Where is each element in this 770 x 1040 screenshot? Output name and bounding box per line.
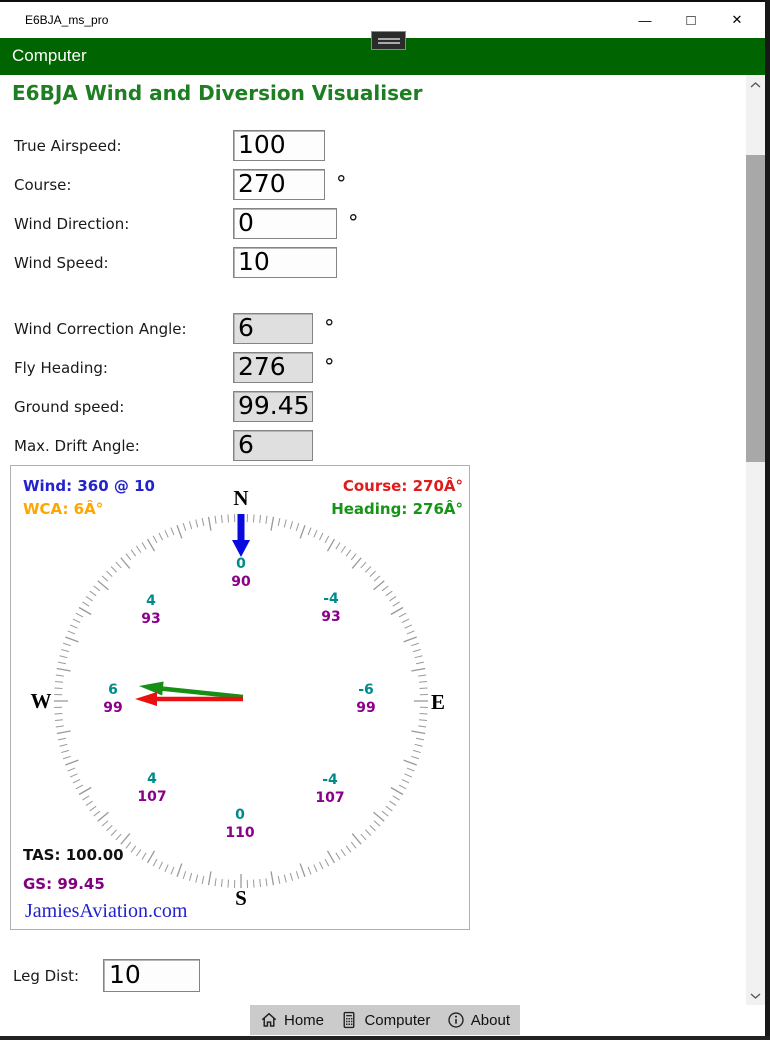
- vertical-scrollbar[interactable]: [746, 75, 765, 1005]
- cardinal-north: N: [233, 486, 249, 510]
- window-right-edge: [765, 0, 770, 1040]
- site-credit-link: JamiesAviation.com: [25, 900, 188, 922]
- calculator-icon: [344, 1011, 355, 1029]
- course-label: Course:: [14, 175, 72, 194]
- ground-speed-label: Ground speed:: [14, 397, 125, 416]
- compass-visualiser: Wind: 360 @ 10 WCA: 6Â° Course: 270Â° He…: [10, 465, 470, 930]
- course-input[interactable]: [233, 169, 325, 200]
- cardinal-east: E: [430, 690, 445, 714]
- cardinal-west: W: [30, 689, 52, 713]
- drag-handle-line: [378, 42, 400, 44]
- max-drift-angle-row: Max. Drift Angle:: [14, 430, 313, 461]
- course-row: Course: °: [14, 169, 347, 200]
- scrollbar-thumb[interactable]: [746, 155, 765, 462]
- drag-handle-line: [378, 38, 400, 40]
- drift-pair: 0 110: [225, 807, 255, 841]
- window-top-edge: [0, 0, 770, 2]
- fly-heading-row: Fly Heading: °: [14, 352, 335, 383]
- gs-readout: GS: 99.45: [23, 875, 105, 893]
- wind-correction-angle-label: Wind Correction Angle:: [14, 319, 187, 338]
- drift-pair: 4 107: [137, 771, 167, 805]
- fly-heading-output: [233, 352, 313, 383]
- about-button-label: About: [470, 1011, 510, 1029]
- ground-speed-output: [233, 391, 313, 422]
- true-airspeed-label: True Airspeed:: [14, 136, 122, 155]
- wind-readout: Wind: 360 @ 10: [23, 477, 155, 495]
- degree-symbol: °: [336, 172, 347, 196]
- true-airspeed-row: True Airspeed:: [14, 130, 325, 161]
- wind-speed-row: Wind Speed:: [14, 247, 337, 278]
- bottom-toolbar: Home Computer About: [250, 1005, 520, 1035]
- tas-readout: TAS: 100.00: [23, 846, 124, 864]
- about-button[interactable]: About: [447, 1011, 510, 1029]
- page-title: E6BJA Wind and Diversion Visualiser: [12, 81, 423, 105]
- course-arrow: [135, 692, 243, 706]
- scrollbar-down-button[interactable]: [746, 986, 765, 1005]
- true-airspeed-input[interactable]: [233, 130, 325, 161]
- drift-pair: -6 99: [356, 682, 376, 716]
- degree-symbol: °: [348, 211, 359, 235]
- scrollbar-up-button[interactable]: [746, 75, 765, 94]
- home-icon: [261, 1012, 277, 1027]
- fly-heading-label: Fly Heading:: [14, 358, 108, 377]
- minimize-button[interactable]: —: [638, 12, 652, 28]
- app-bar-title: Computer: [12, 46, 87, 65]
- heading-arrow: [139, 681, 244, 700]
- wind-correction-angle-row: Wind Correction Angle: °: [14, 313, 335, 344]
- window-controls: — □ ✕: [622, 2, 760, 38]
- drag-handle[interactable]: [371, 31, 406, 50]
- drift-pair: -4 93: [321, 591, 341, 625]
- heading-readout: Heading: 276Â°: [331, 500, 463, 518]
- app-bar: Computer: [0, 31, 765, 75]
- window-title: E6BJA_ms_pro: [25, 13, 109, 27]
- wind-direction-label: Wind Direction:: [14, 214, 130, 233]
- window-bottom-edge: [0, 1036, 770, 1040]
- leg-dist-row: Leg Dist:: [13, 959, 200, 992]
- degree-symbol: °: [324, 316, 335, 340]
- drift-pair: 6 99: [103, 682, 123, 716]
- course-readout: Course: 270Â°: [342, 477, 463, 495]
- wind-speed-input[interactable]: [233, 247, 337, 278]
- wind-speed-label: Wind Speed:: [14, 253, 109, 272]
- degree-symbol: °: [324, 355, 335, 379]
- chevron-down-icon: [750, 993, 761, 999]
- maximize-button[interactable]: □: [686, 11, 696, 29]
- home-button[interactable]: Home: [260, 1011, 324, 1029]
- info-icon: [448, 1012, 464, 1028]
- wind-arrow: [232, 514, 250, 557]
- computer-button[interactable]: Computer: [340, 1011, 430, 1029]
- max-drift-angle-label: Max. Drift Angle:: [14, 436, 140, 455]
- drift-pair: 0 90: [231, 556, 251, 590]
- max-drift-angle-output: [233, 430, 313, 461]
- cardinal-south: S: [235, 886, 247, 910]
- wca-readout: WCA: 6Â°: [23, 500, 104, 518]
- drift-pair: -4 107: [315, 772, 345, 806]
- home-button-label: Home: [284, 1011, 325, 1029]
- wind-direction-row: Wind Direction: °: [14, 208, 359, 239]
- leg-dist-label: Leg Dist:: [13, 966, 80, 985]
- drift-pair: 4 93: [141, 593, 161, 627]
- wind-correction-angle-output: [233, 313, 313, 344]
- chevron-up-icon: [750, 81, 761, 87]
- close-button[interactable]: ✕: [731, 12, 743, 27]
- ground-speed-row: Ground speed:: [14, 391, 313, 422]
- leg-dist-input[interactable]: [103, 959, 200, 992]
- wind-direction-input[interactable]: [233, 208, 337, 239]
- computer-button-label: Computer: [364, 1011, 431, 1029]
- compass-graphic: [54, 514, 428, 888]
